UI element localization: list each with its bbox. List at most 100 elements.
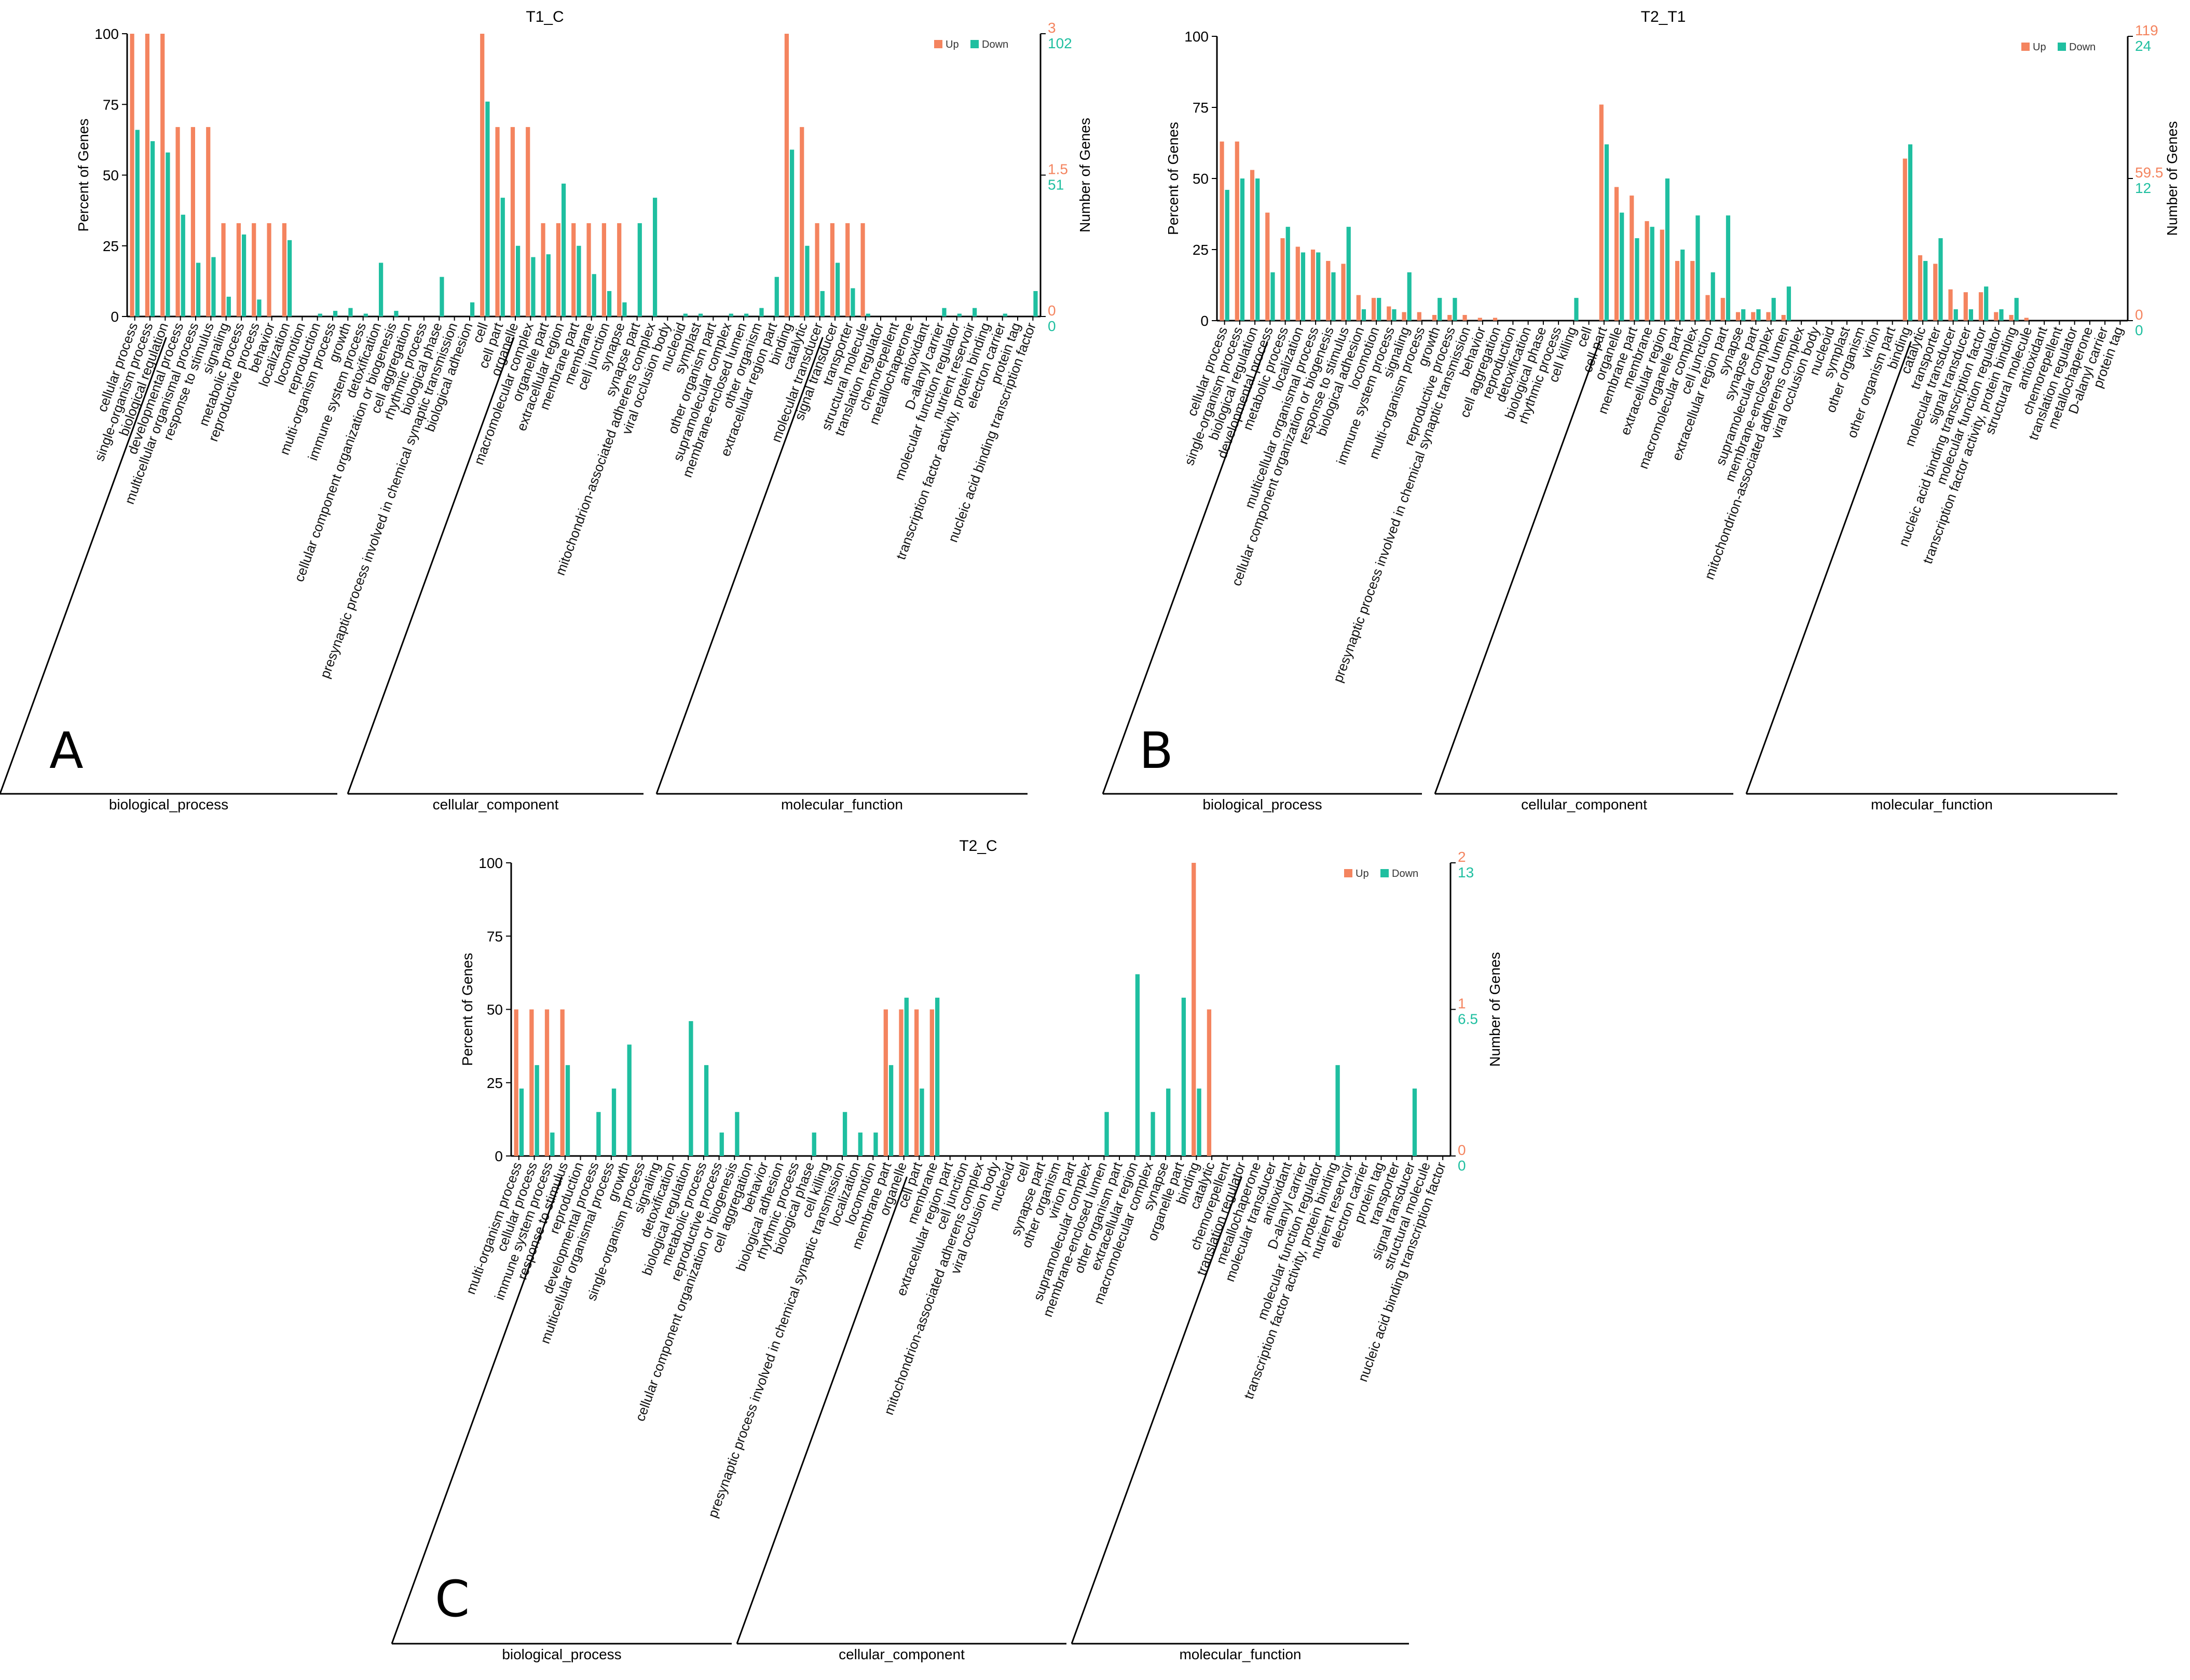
group-bracket-left (655, 337, 824, 794)
bar-down (181, 214, 185, 316)
legend-swatch-up (2021, 43, 2030, 51)
bar-down (2014, 298, 2019, 321)
y2-down-tick-label: 24 (2135, 38, 2151, 54)
bar-up (160, 34, 165, 316)
panel-letter: B (1139, 722, 1173, 780)
bar-down (1786, 286, 1791, 321)
bar-up (1280, 238, 1285, 321)
bar-down (1635, 238, 1639, 321)
bar-down (1316, 252, 1321, 321)
bar-up (145, 34, 149, 316)
bar-down (550, 1132, 555, 1156)
bar-down (774, 277, 779, 316)
bar-up (267, 223, 271, 316)
bar-down (935, 997, 940, 1156)
y2-down-tick-label: 0 (2135, 322, 2143, 338)
bar-down (957, 313, 962, 316)
y-tick-label: 50 (103, 168, 119, 184)
bar-up (1326, 260, 1331, 321)
bar-up (845, 223, 850, 316)
bar-down (942, 308, 947, 316)
bar-up (1310, 250, 1316, 321)
bar-down (1908, 144, 1913, 321)
bar-down (920, 1089, 924, 1156)
legend-label-up: Up (946, 39, 959, 50)
legend-label-up: Up (2033, 42, 2046, 53)
bar-down (1923, 260, 1928, 321)
y2-down-tick-label: 6.5 (1458, 1011, 1478, 1027)
bar-down (873, 1132, 878, 1156)
bar-up (1387, 306, 1391, 321)
bar-up (1341, 264, 1346, 321)
y-tick-label: 75 (103, 97, 119, 113)
bar-down (851, 288, 855, 316)
bar-up (586, 223, 591, 316)
bar-up (252, 223, 256, 316)
y2-down-tick-label: 102 (1048, 35, 1072, 51)
bar-up (130, 34, 134, 316)
group-label: biological_process (109, 796, 228, 813)
bar-up (1630, 195, 1634, 321)
bar-down (1003, 313, 1007, 316)
bar-down (1285, 227, 1290, 321)
bar-down (1665, 178, 1670, 321)
bar-up (514, 1009, 518, 1156)
bar-down (866, 313, 870, 316)
legend-label-up: Up (1356, 868, 1369, 879)
y-axis-label: Percent of Genes (1165, 122, 1181, 235)
y-tick-label: 50 (1193, 171, 1209, 187)
bar-up (1720, 298, 1725, 321)
bar-down (842, 1112, 847, 1156)
bar-down (1984, 286, 1989, 321)
bar-up (1660, 229, 1664, 321)
bar-down (888, 1065, 894, 1156)
y2-down-tick-label: 12 (2135, 180, 2151, 196)
chart-title: T2_T1 (1641, 8, 1686, 25)
bar-up (1978, 292, 1983, 321)
bar-down (166, 152, 170, 316)
bar-up (601, 223, 606, 316)
y2-down-tick-label: 0 (1458, 1158, 1466, 1174)
bar-down (135, 130, 140, 317)
bar-up (1766, 312, 1771, 321)
bar-down (394, 311, 399, 316)
bar-up (571, 223, 576, 316)
bar-up (1493, 318, 1498, 321)
bar-down (333, 311, 338, 316)
bar-down (1620, 212, 1624, 321)
chart-title: T2_C (959, 837, 997, 855)
bar-down (812, 1132, 816, 1156)
bar-down (150, 141, 155, 316)
bar-down (1335, 1065, 1340, 1156)
bar-down (1756, 309, 1761, 321)
group-label: biological_process (502, 1646, 621, 1662)
bar-down (242, 234, 247, 316)
y2-down-tick-label: 13 (1458, 864, 1474, 880)
bar-down (1151, 1112, 1155, 1156)
bar-down (719, 1132, 724, 1156)
bar-down (546, 254, 551, 316)
legend-swatch-up (1344, 869, 1352, 877)
bar-up (860, 223, 865, 316)
bar-down (1412, 1089, 1417, 1156)
bar-down (363, 313, 368, 316)
legend-swatch-up (934, 40, 942, 48)
bar-down (1346, 227, 1351, 321)
bar-down (1331, 272, 1336, 321)
bar-down (1999, 309, 2004, 321)
bar-down (1270, 272, 1275, 321)
bar-down (562, 183, 566, 316)
y-tick-label: 0 (111, 309, 119, 325)
bar-down (1650, 227, 1654, 321)
bar-up (556, 223, 560, 316)
bar-up (1265, 212, 1270, 321)
panel-letter: C (435, 1570, 470, 1628)
bar-down (704, 1065, 709, 1156)
y-axis-label: Percent of Genes (75, 119, 91, 232)
y-tick-label: 75 (487, 928, 503, 944)
bar-down (858, 1132, 863, 1156)
bar-up (1645, 221, 1649, 321)
bar-up (560, 1009, 565, 1156)
panel-a-t1-c-chart: T1_C A 0 25 50 75 100 Percent of Genes Number … (0, 8, 1093, 813)
bar-down (318, 313, 322, 316)
